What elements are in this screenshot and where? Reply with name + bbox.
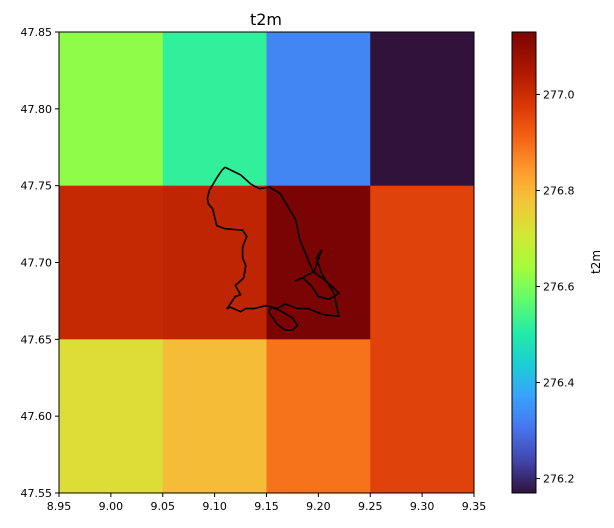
colorbar-tick-label: 276.6 <box>543 281 575 294</box>
x-tick-label: 9.25 <box>358 500 383 513</box>
x-tick-label: 9.20 <box>306 500 331 513</box>
heatmap-cell <box>370 339 475 494</box>
colorbar-label: t2m <box>589 250 603 274</box>
x-tick-label: 9.10 <box>202 500 227 513</box>
heatmap-cell <box>59 185 164 340</box>
y-tick-label: 47.70 <box>21 257 53 270</box>
heatmap-cell <box>162 185 267 340</box>
heatmap-cell <box>266 32 371 187</box>
heatmap-cell <box>370 32 475 187</box>
heatmap-cell <box>59 339 164 494</box>
y-tick-label: 47.60 <box>21 410 53 423</box>
colorbar-tick-label: 276.8 <box>543 184 575 197</box>
y-axis: 47.55 47.60 47.65 47.70 47.75 47.80 47.85 <box>21 26 59 500</box>
x-tick-label: 8.95 <box>47 500 72 513</box>
colorbar-tick-label: 276.2 <box>543 473 575 486</box>
lake-outline <box>206 166 340 318</box>
colorbar <box>511 31 537 494</box>
heatmap-cell <box>370 185 475 340</box>
y-tick-label: 47.75 <box>21 180 53 193</box>
region-outline <box>206 166 340 331</box>
y-tick-label: 47.80 <box>21 103 53 116</box>
x-tick-label: 9.05 <box>151 500 176 513</box>
x-tick-label: 9.35 <box>462 500 487 513</box>
x-tick-label: 9.15 <box>254 500 279 513</box>
heatmap-cell <box>162 32 267 187</box>
x-axis: 8.95 9.00 9.05 9.10 9.15 9.20 9.25 9.30 9.35 <box>47 493 487 513</box>
y-tick-label: 47.85 <box>21 26 53 39</box>
x-tick-label: 9.00 <box>99 500 124 513</box>
heatmap-cell <box>266 339 371 494</box>
colorbar-ticks: 276.2 276.4 276.6 276.8 277.0 <box>536 88 575 486</box>
island-outline <box>267 306 299 331</box>
colorbar-tick-label: 276.4 <box>543 377 575 390</box>
y-tick-label: 47.55 <box>21 487 53 500</box>
heatmap-cell <box>59 32 164 187</box>
x-tick-label: 9.30 <box>410 500 435 513</box>
colorbar-tick-label: 277.0 <box>543 88 575 101</box>
chart-title: t2m <box>250 10 282 29</box>
heatmap-cell <box>162 339 267 494</box>
y-tick-label: 47.65 <box>21 333 53 346</box>
heatmap-cells <box>59 32 475 494</box>
